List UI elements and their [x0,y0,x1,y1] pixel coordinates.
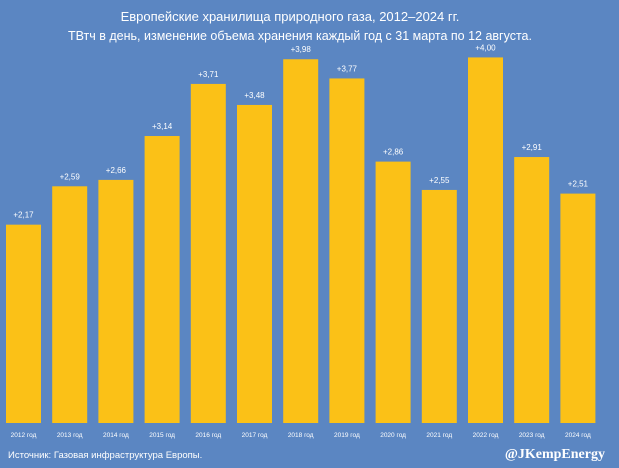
bar-2017-год [237,104,272,423]
x-tick-label: 2021 год [426,432,452,439]
bar-2013-год [52,186,88,423]
x-tick-label: 2013 год [57,432,83,439]
bar-2020-год [375,161,411,423]
x-tick-label: 2023 год [519,432,545,439]
bar-2023-год [514,157,550,423]
data-label: +4,00 [475,43,496,52]
author-handle: @JKempEnergy [504,447,605,462]
data-label: +2,86 [383,148,404,157]
x-tick-label: 2022 год [473,432,499,439]
data-label: +2,59 [60,172,81,181]
bar-2012-год [6,224,41,423]
chart-subtitle: ТВтч в день, изменение объема хранения к… [68,29,532,43]
data-label: +2,91 [522,143,543,152]
bar-2024-год [560,193,596,423]
data-label: +2,66 [106,166,127,175]
chart-title: Европейские хранилища природного газа, 2… [120,9,460,24]
data-label: +3,48 [244,91,265,100]
data-label: +2,55 [429,176,450,185]
x-tick-label: 2016 год [195,432,221,439]
data-label: +3,71 [198,70,219,79]
x-tick-label: 2015 год [149,432,175,439]
source-note: Источник: Газовая инфраструктура Европы. [8,450,203,461]
x-tick-label: 2019 год [334,432,360,439]
x-tick-label: 2012 год [11,432,37,439]
data-label: +3,77 [337,64,358,73]
bar-2016-год [190,83,226,424]
data-label: +3,98 [291,45,312,54]
data-label: +2,51 [568,180,589,189]
bar-2019-год [329,78,365,423]
bar-2021-год [421,189,457,423]
bar-2022-год [468,57,503,423]
x-tick-label: 2014 год [103,432,129,439]
x-tick-label: 2020 год [380,432,406,439]
x-tick-label: 2024 год [565,432,591,439]
data-label: +2,17 [13,211,34,220]
bar-2018-год [283,59,319,423]
bar-2015-год [144,136,180,423]
data-label: +3,14 [152,122,173,131]
x-tick-label: 2018 год [288,432,314,439]
bar-2014-год [98,179,134,423]
x-tick-label: 2017 год [242,432,268,439]
